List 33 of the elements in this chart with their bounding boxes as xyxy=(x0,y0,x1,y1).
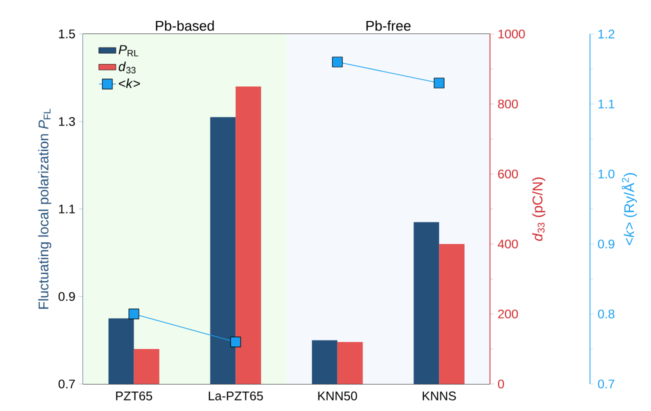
y2-axis-title: d$_{33}$ (pC/N) xyxy=(532,178,546,241)
y-tick-label: 0.9 xyxy=(58,292,75,301)
y-tick-label: 1.5 xyxy=(59,30,75,38)
x-tick-label: La-PZT65 xyxy=(208,392,263,400)
y2-tick-label: 600 xyxy=(498,170,518,178)
point xyxy=(434,78,444,88)
x-tick-label: KNN50 xyxy=(318,392,358,400)
y3-tick-label: 1.2 xyxy=(598,30,614,38)
x-tick-label: KNNS xyxy=(422,392,456,400)
x-tick-label: PZT65 xyxy=(116,392,152,400)
y3-tick-label: 0.8 xyxy=(598,310,614,318)
point xyxy=(230,336,241,348)
point xyxy=(128,308,140,320)
band-label: Pb-free xyxy=(366,20,411,31)
band-label: Pb-based xyxy=(156,20,214,31)
legend-label: P$_{RL}$ xyxy=(118,45,138,56)
y-tick-label: 1.3 xyxy=(59,117,75,126)
y2-tick-label: 0 xyxy=(498,380,504,388)
y2-tick-label: 1000 xyxy=(498,30,525,38)
y3-tick-label: 1.0 xyxy=(598,170,614,178)
legend-label: d$_{33}$ xyxy=(118,62,136,74)
y-axis-title: Fluctuating local polarization P$_{FL}$ xyxy=(38,108,52,309)
point xyxy=(332,56,343,68)
y3-axis-title: <k> (Ry/Å$^{2}$) xyxy=(622,173,637,246)
legend-label: <k> xyxy=(118,78,140,88)
y2-tick-label: 800 xyxy=(498,100,518,108)
y3-tick-label: 1.1 xyxy=(598,100,614,108)
y2-tick-label: 400 xyxy=(498,240,518,248)
y3-tick-label: 0.7 xyxy=(598,380,614,388)
y2-tick-label: 200 xyxy=(498,310,518,318)
y3-tick-label: 0.9 xyxy=(598,240,614,248)
y-tick-label: 1.1 xyxy=(59,204,75,214)
y-tick-label: 0.7 xyxy=(58,380,75,388)
